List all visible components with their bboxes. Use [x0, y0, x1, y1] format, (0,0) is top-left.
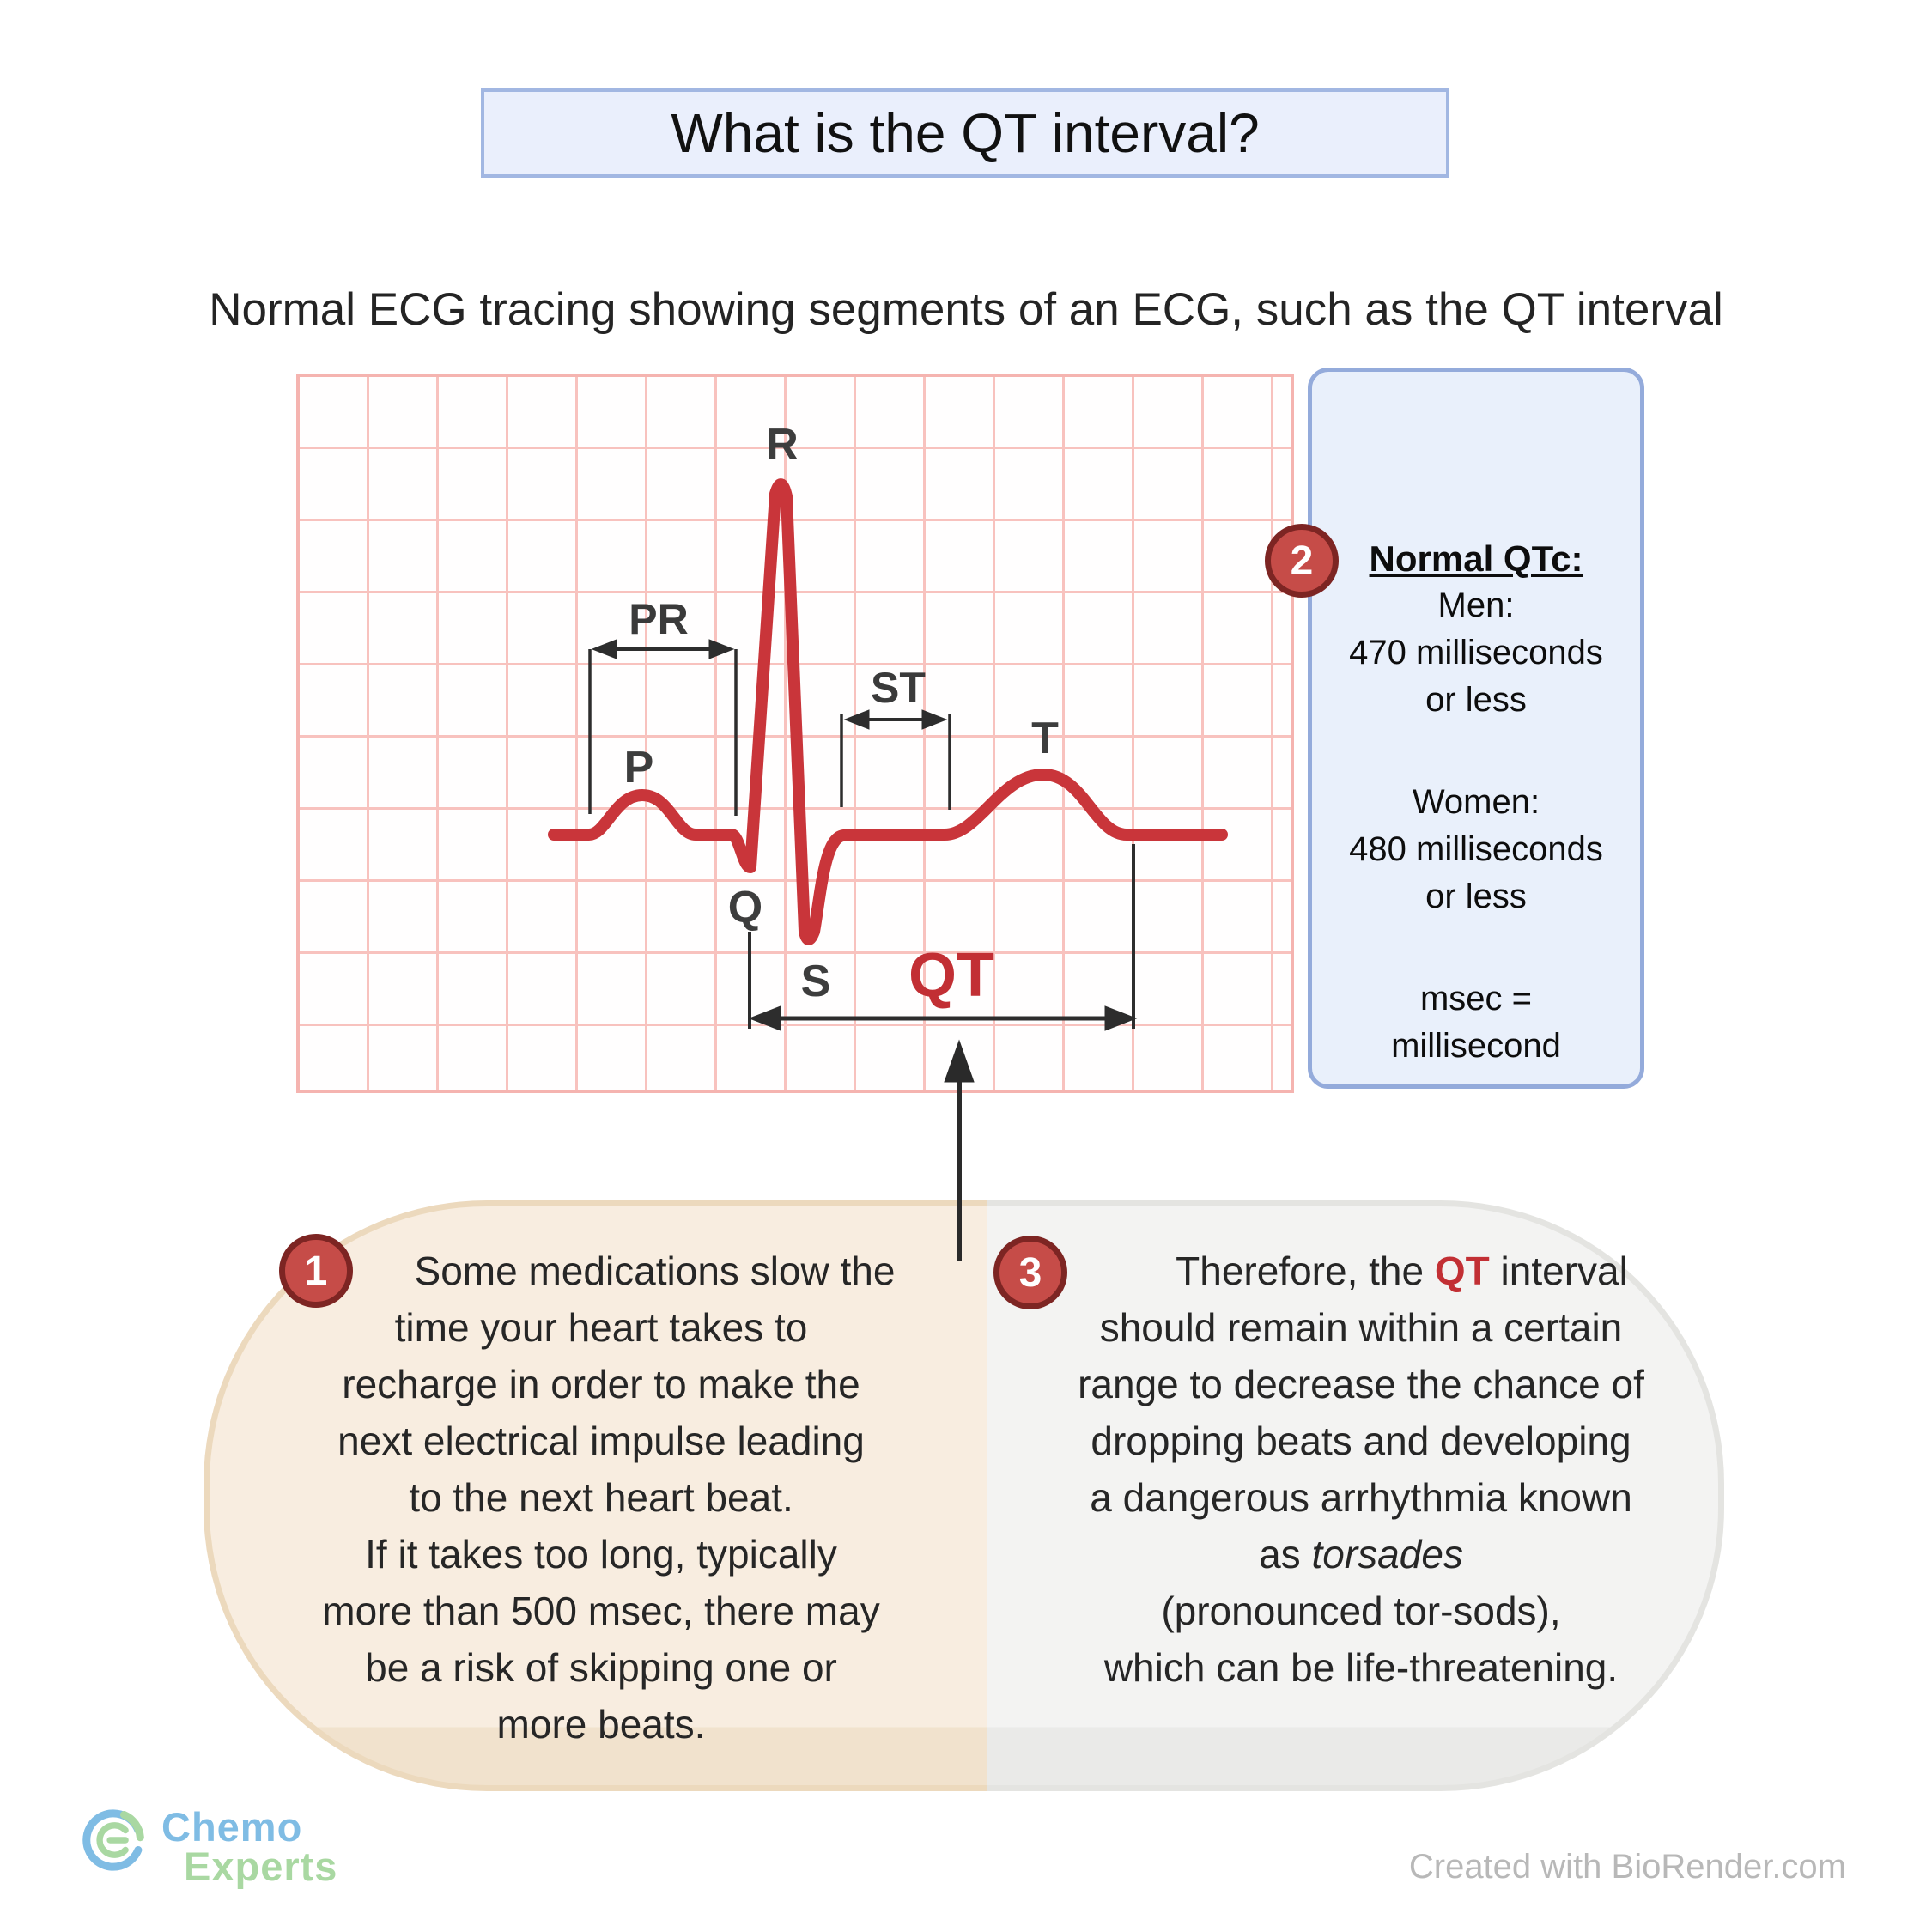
qtc-women-label: Women:	[1412, 783, 1540, 821]
ecg-grid-paper	[296, 374, 1294, 1093]
note1-text: Some medications slow the time your hear…	[223, 1242, 979, 1753]
note3-line: range to decrease the chance of	[1078, 1362, 1644, 1406]
note1-line: If it takes too long, typically	[365, 1532, 837, 1577]
note1-line: time your heart takes to	[394, 1305, 808, 1350]
step-badge-2: 2	[1265, 524, 1339, 598]
qtc-men-qualifier: or less	[1425, 681, 1527, 719]
note3-line: (pronounced tor-sods),	[1161, 1589, 1561, 1633]
note1-line: Some medications slow the	[414, 1249, 896, 1293]
note3-line1-pre: Therefore, the	[1176, 1249, 1435, 1293]
qtc-heading: Normal QTc:	[1369, 538, 1583, 579]
note3-qt-highlight: QT	[1434, 1249, 1490, 1293]
qtc-men-value: 470 milliseconds	[1349, 634, 1603, 671]
note3-line1-post: interval	[1489, 1249, 1628, 1293]
qtc-women-value: 480 milliseconds	[1349, 830, 1603, 868]
chemoexperts-logo-icon	[82, 1809, 144, 1871]
title-box: What is the QT interval?	[481, 88, 1449, 178]
note3-line: dropping beats and developing	[1091, 1419, 1631, 1463]
note1-line: be a risk of skipping one or	[365, 1645, 837, 1690]
step-badge-2-number: 2	[1290, 538, 1314, 584]
step-badge-1: 1	[279, 1234, 353, 1308]
qtc-women-qualifier: or less	[1425, 878, 1527, 915]
note3-line: a dangerous arrhythmia known	[1090, 1475, 1632, 1520]
note1-line: more than 500 msec, there may	[322, 1589, 880, 1633]
note1-line: next electrical impulse leading	[337, 1419, 865, 1463]
normal-qtc-box: Normal QTc: Men: 470 milliseconds or les…	[1308, 368, 1644, 1089]
step-badge-3: 3	[993, 1236, 1067, 1309]
logo-text-experts: Experts	[184, 1844, 338, 1889]
qtc-abbrev-line1: msec =	[1419, 980, 1533, 1018]
note3-text: Therefore, the QT interval should remain…	[1022, 1242, 1700, 1696]
note3-as: as	[1259, 1532, 1312, 1577]
step-badge-3-number: 3	[1018, 1249, 1042, 1296]
note3-torsades-italic: torsades	[1311, 1532, 1463, 1577]
note3-line-torsades: as torsades	[1022, 1526, 1700, 1583]
step-badge-1-number: 1	[304, 1248, 328, 1294]
qtc-men-label: Men:	[1437, 586, 1515, 624]
note3-line: which can be life-threatening.	[1103, 1645, 1619, 1690]
qtc-abbrev-line2: millisecond	[1391, 1027, 1561, 1065]
note1-line: to the next heart beat.	[409, 1475, 793, 1520]
note3-line: should remain within a certain	[1099, 1305, 1623, 1350]
page-title: What is the QT interval?	[671, 102, 1260, 164]
note1-line: recharge in order to make the	[342, 1362, 860, 1406]
logo-text-chemo: Chemo	[161, 1804, 303, 1850]
biorender-credit: Created with BioRender.com	[1408, 1848, 1846, 1886]
note3-line1: Therefore, the QT interval	[1103, 1242, 1700, 1299]
note1-line: more beats.	[496, 1702, 706, 1747]
chemoexperts-logo: Chemo Experts	[79, 1803, 440, 1915]
note-bubble-torsades	[987, 1200, 1724, 1791]
subtitle: Normal ECG tracing showing segments of a…	[209, 284, 1723, 335]
